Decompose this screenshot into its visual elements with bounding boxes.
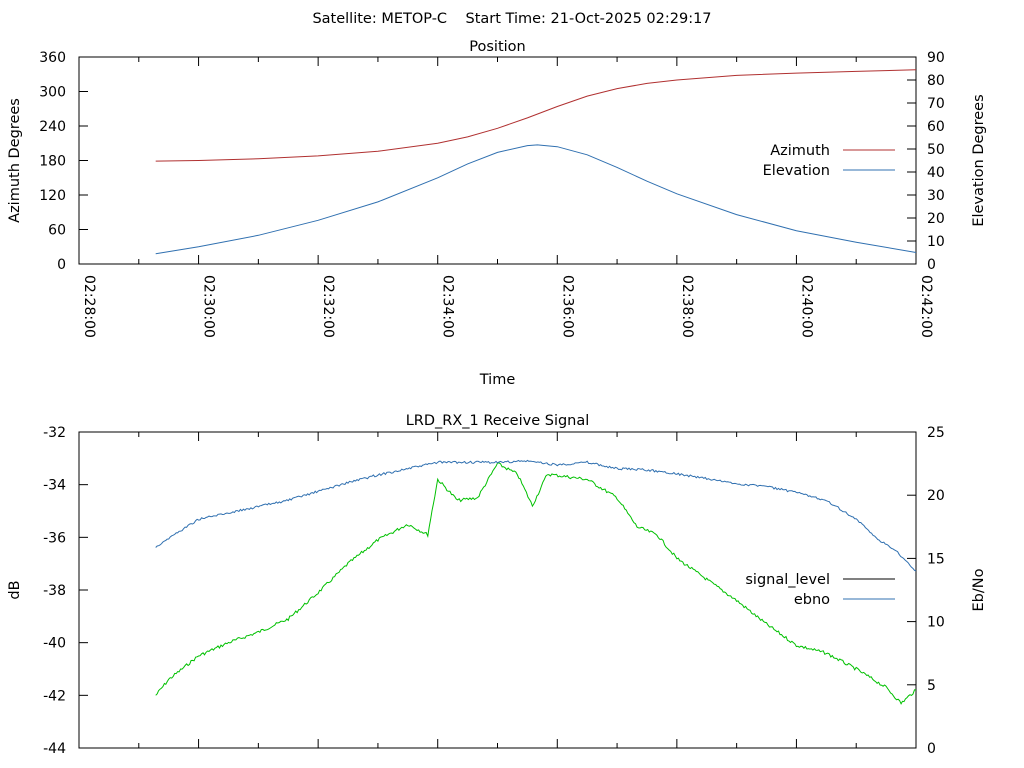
x-tick-label: 02:38:00 <box>679 275 695 338</box>
y2-tick-label: 80 <box>927 73 945 89</box>
y2-tick-label: 20 <box>927 211 945 227</box>
x-tick-label: 02:42:00 <box>918 275 934 338</box>
y2-tick-label: 20 <box>927 488 945 504</box>
y2-tick-label: 15 <box>927 551 945 567</box>
legend-label: ebno <box>794 592 830 608</box>
series-line-ebno <box>155 459 917 572</box>
x-tick-label: 02:32:00 <box>320 275 336 338</box>
y-tick-label: -34 <box>43 478 66 494</box>
x-tick-label: 02:40:00 <box>798 275 814 338</box>
y-tick-label: -32 <box>43 425 66 441</box>
y-tick-label: -42 <box>43 688 66 704</box>
receive-signal-chart: LRD_RX_1 Receive Signal -44 -42 -40 -38 -36 -3… <box>7 413 987 757</box>
position-chart: Position 02:28:00 02:30:00 02:32:00 02:34:00… <box>7 39 987 388</box>
x-axis-label: Time <box>479 372 516 388</box>
y-tick-label: 300 <box>39 85 66 101</box>
legend-label: Elevation <box>763 163 830 179</box>
x-tick-label: 02:28:00 <box>81 275 97 338</box>
legend-label: signal_level <box>745 572 830 588</box>
y-tick-label: 60 <box>48 223 66 239</box>
y-tick-label: -40 <box>43 636 66 652</box>
y-tick-label: 180 <box>39 154 66 170</box>
y2-tick-label: 60 <box>927 119 945 135</box>
figure-title: Satellite: METOP-C Start Time: 21-Oct-20… <box>312 11 711 27</box>
x-tick-label: 02:36:00 <box>559 275 575 338</box>
y-tick-label: -38 <box>43 583 66 599</box>
y-tick-label: 120 <box>39 188 66 204</box>
chart-title: Position <box>469 39 525 55</box>
y-tick-label: -44 <box>43 741 66 757</box>
y2-tick-label: 40 <box>927 165 945 181</box>
y2-tick-label: 50 <box>927 142 945 158</box>
y2-axis-label: Eb/No <box>971 568 987 611</box>
y-axis-label: dB <box>7 580 23 599</box>
y2-tick-label: 25 <box>927 425 945 441</box>
series-line-elevation <box>155 144 917 255</box>
y2-tick-label: 5 <box>927 678 936 694</box>
plot-frame <box>78 431 917 749</box>
y2-tick-label: 0 <box>927 741 936 757</box>
y-tick-label: 240 <box>39 119 66 135</box>
y2-tick-label: 0 <box>927 257 936 273</box>
x-tick-label: 02:30:00 <box>201 275 217 338</box>
y-axis-label: Azimuth Degrees <box>7 98 23 223</box>
y2-tick-label: 90 <box>927 50 945 66</box>
series-line-azimuth <box>155 69 917 162</box>
x-tick-label: 02:34:00 <box>440 275 456 338</box>
y-tick-label: 0 <box>57 257 66 273</box>
chart-title: LRD_RX_1 Receive Signal <box>406 413 590 429</box>
y-tick-label: -36 <box>43 530 66 546</box>
series-line-signal-level <box>155 462 917 705</box>
y-tick-label: 360 <box>39 50 66 66</box>
y2-tick-label: 10 <box>927 234 945 250</box>
y2-tick-label: 10 <box>927 615 945 631</box>
y2-tick-label: 30 <box>927 188 945 204</box>
legend-label: Azimuth <box>770 143 830 159</box>
y2-tick-label: 70 <box>927 96 945 112</box>
y2-axis-label: Elevation Degrees <box>971 94 987 226</box>
